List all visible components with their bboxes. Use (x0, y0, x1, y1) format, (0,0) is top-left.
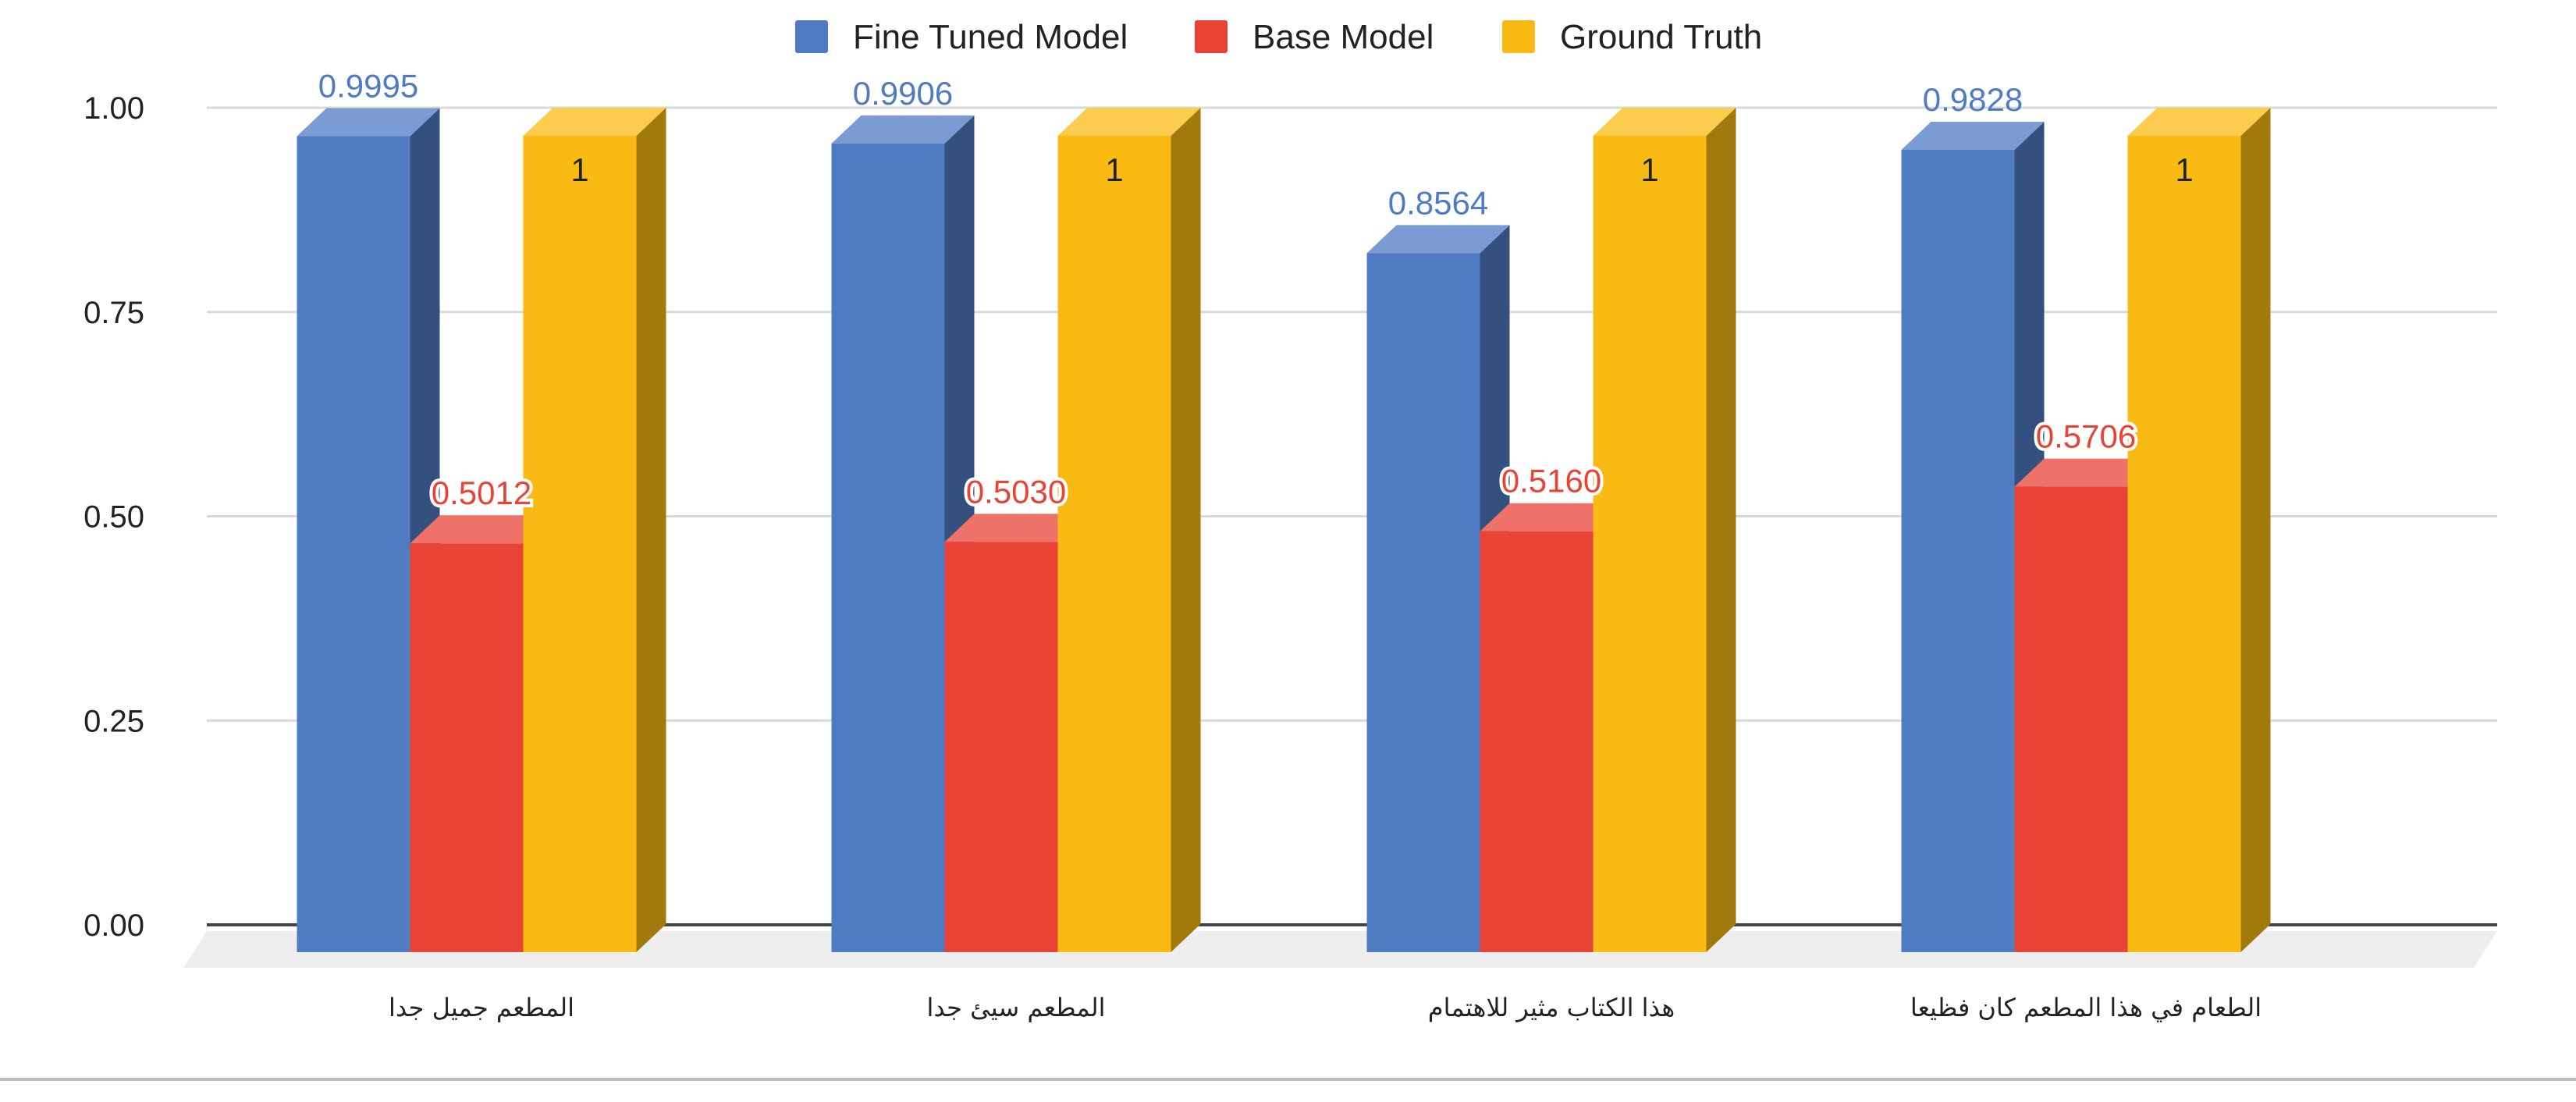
bar-side-face (1171, 108, 1201, 952)
bar-front-face (1480, 531, 1594, 952)
data-label-fine-tuned-model-4: 0.9828 (1923, 81, 2023, 118)
legend-label-ground-truth: Ground Truth (1560, 18, 1762, 56)
data-label-base-model-4: 0.5706 (2036, 418, 2136, 455)
legend-swatch-base-model (1195, 20, 1228, 53)
bar-side-face (636, 108, 666, 952)
chart-bars (297, 108, 2271, 953)
data-label-fine-tuned-model-3: 0.8564 (1388, 184, 1488, 221)
y-tick-label: 1.00 (83, 91, 144, 126)
bar-top-face (1480, 503, 1623, 531)
bar-front-face (944, 542, 1058, 952)
bar-front-face (1593, 136, 1707, 952)
bar-top-face (944, 514, 1088, 542)
bar-ground-truth-4 (2127, 108, 2271, 952)
data-label-base-model-2: 0.5030 (966, 473, 1066, 510)
bar-top-face (1366, 225, 1510, 254)
x-axis: المطعم جميل جدا المطعم سيئ جدا هذا الكتاب … (389, 993, 2262, 1022)
bar-front-face (2127, 136, 2241, 952)
x-category-label: هذا الكتاب مثير للاهتمام (1428, 993, 1675, 1022)
data-label-fine-tuned-model-2: 0.9906 (853, 75, 953, 112)
bar-side-face (2240, 108, 2271, 952)
bar-front-face (1901, 150, 2015, 952)
legend-swatch-fine-tuned-model (795, 20, 828, 53)
y-axis: 0.00 0.25 0.50 0.75 1.00 (83, 91, 144, 943)
legend-label-fine-tuned-model: Fine Tuned Model (853, 18, 1128, 56)
bar-top-face (831, 115, 975, 144)
bar-front-face (410, 543, 524, 952)
y-tick-label: 0.25 (83, 704, 144, 738)
bar-ground-truth-3 (1593, 108, 1736, 952)
x-category-label: الطعام في هذا المطعم كان فظيعا (1910, 993, 2262, 1022)
y-tick-label: 0.00 (83, 908, 144, 943)
data-labels: 0.9995 0.5012 1 0.9906 0.5030 1 0.8564 0.5160 1 0… (318, 68, 2194, 515)
bar-ground-truth-2 (1057, 108, 1201, 952)
data-label-base-model-1: 0.5012 (432, 475, 531, 511)
bar-fine-tuned-model-2 (831, 115, 975, 952)
bar-base-model-3 (1480, 503, 1623, 952)
data-label-ground-truth-2: 1 (1105, 151, 1123, 188)
bar-front-face (1366, 253, 1480, 952)
data-label-fine-tuned-model-1: 0.9995 (318, 68, 418, 105)
bar-top-face (2127, 108, 2271, 136)
chart-legend: Fine Tuned Model Base Model Ground Truth (795, 18, 1762, 56)
x-category-label: المطعم سيئ جدا (926, 993, 1105, 1022)
bar-front-face (831, 143, 945, 952)
y-tick-label: 0.50 (83, 500, 144, 535)
bar-front-face (2014, 486, 2128, 952)
bar-front-face (523, 136, 637, 952)
bar-top-face (523, 108, 666, 136)
data-label-ground-truth-4: 1 (2175, 151, 2193, 188)
bar-front-face (1057, 136, 1171, 952)
x-category-label: المطعم جميل جدا (389, 993, 574, 1022)
bar-fine-tuned-model-1 (297, 108, 440, 953)
bar-front-face (297, 136, 410, 953)
bar-side-face (1706, 108, 1736, 952)
bar-top-face (1593, 108, 1736, 136)
data-label-base-model-3: 0.5160 (1501, 463, 1601, 499)
legend-swatch-ground-truth (1502, 20, 1535, 53)
data-label-ground-truth-1: 1 (570, 151, 588, 188)
bar-top-face (2014, 458, 2158, 487)
bar-top-face (1901, 122, 2045, 151)
bar-ground-truth-1 (523, 108, 666, 952)
legend-label-base-model: Base Model (1252, 18, 1434, 56)
bar-top-face (1057, 108, 1201, 136)
data-label-ground-truth-3: 1 (1640, 151, 1658, 188)
bar-top-face (297, 108, 440, 137)
y-tick-label: 0.75 (83, 296, 144, 330)
bar-top-face (410, 515, 553, 544)
